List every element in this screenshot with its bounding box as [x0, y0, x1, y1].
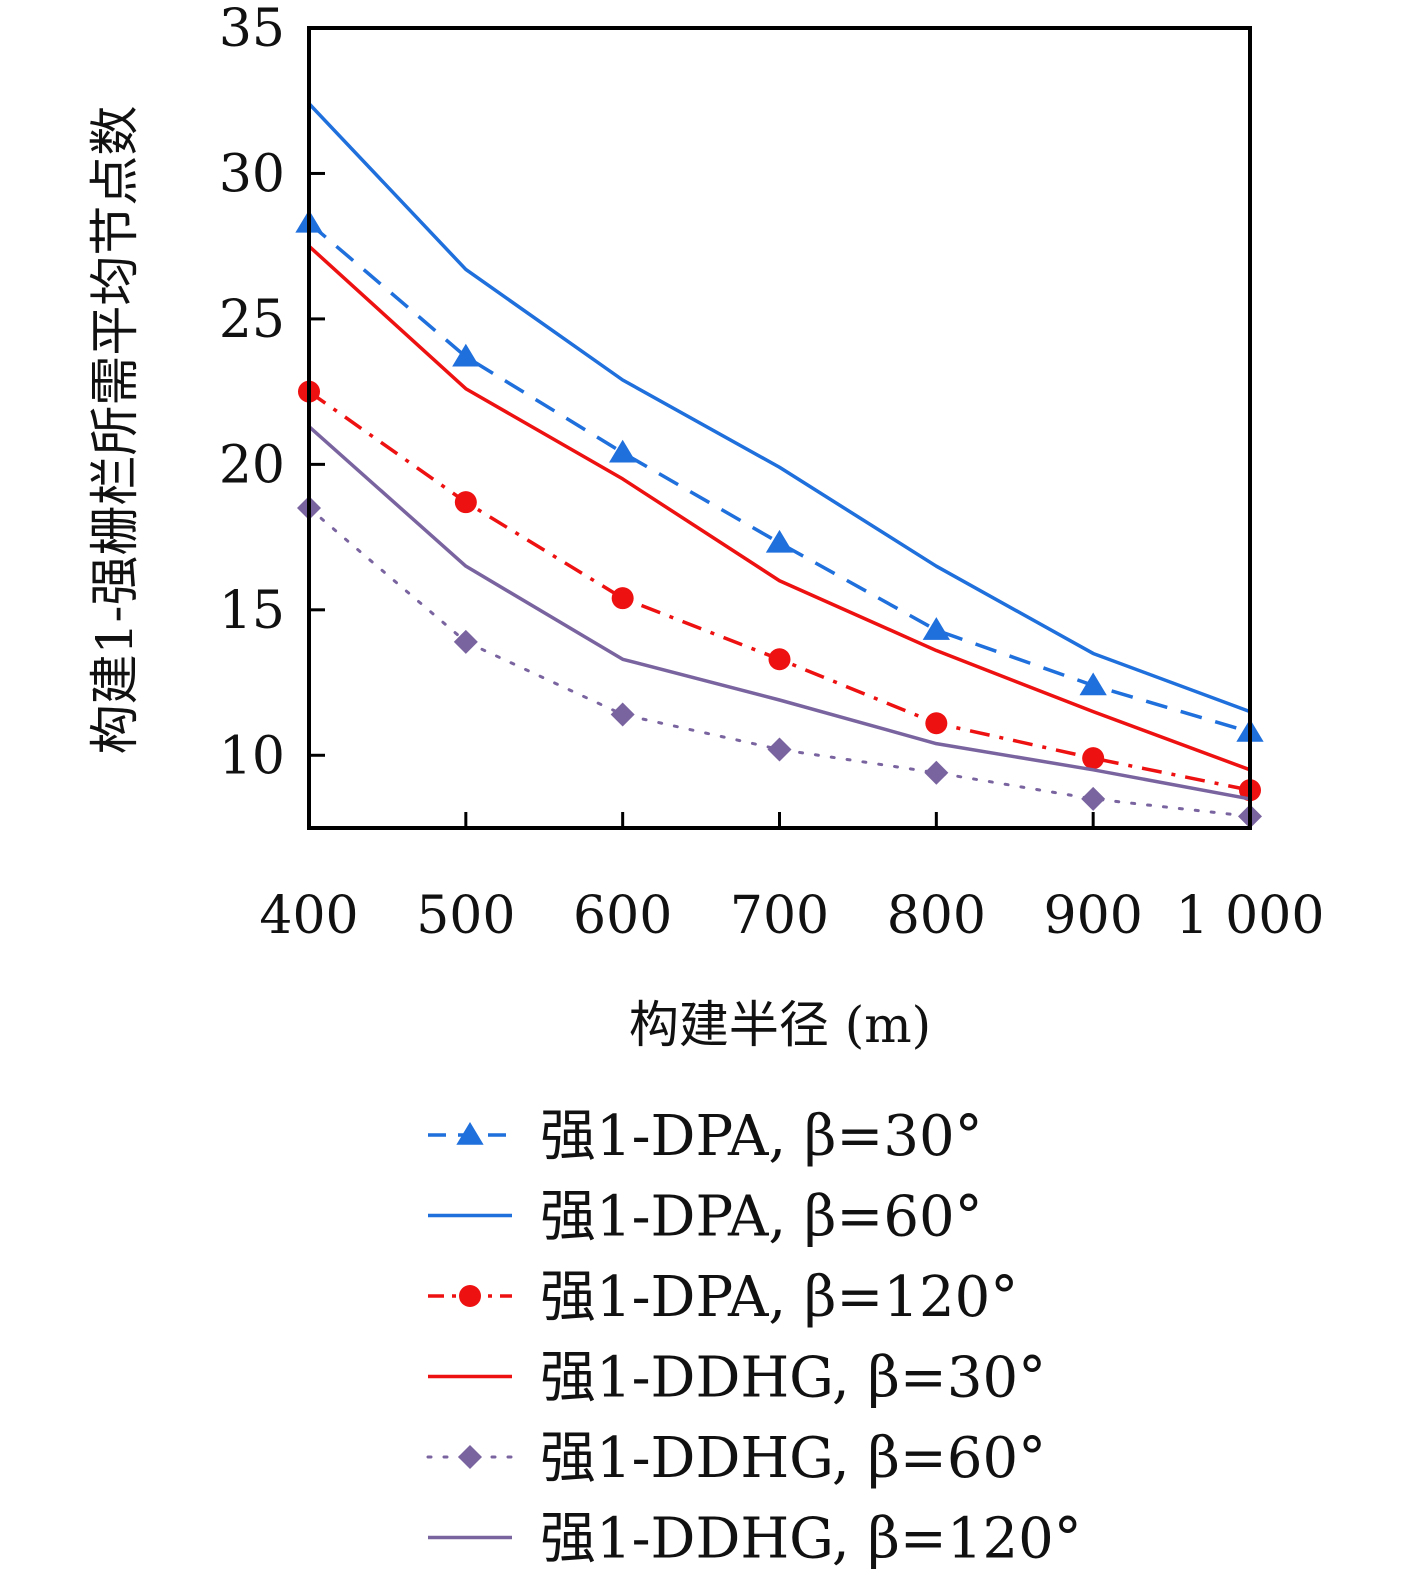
series-line — [307, 102, 1251, 714]
legend-label: 强1-DDHG, β=60° — [540, 1426, 1046, 1491]
data-point — [767, 737, 792, 762]
data-point — [609, 439, 637, 463]
data-point — [768, 648, 791, 671]
legend-marker — [459, 1285, 481, 1307]
y-tick-label: 35 — [219, 0, 285, 59]
y-tick-label: 20 — [219, 435, 285, 495]
series-2 — [307, 102, 1251, 714]
data-point — [1082, 747, 1105, 770]
legend-marker — [458, 1445, 482, 1469]
legend-item: 强1-DPA, β=60° — [428, 1185, 983, 1250]
legend-item: 强1-DPA, β=120° — [428, 1265, 1018, 1330]
series-4 — [307, 244, 1251, 772]
plot-series — [295, 102, 1264, 829]
y-tick-label: 15 — [219, 581, 285, 641]
legend-item: 强1-DDHG, β=60° — [426, 1426, 1046, 1491]
x-tick-label: 500 — [416, 886, 515, 946]
series-3 — [298, 380, 1261, 802]
legend-marker — [456, 1122, 484, 1145]
legend: 强1-DPA, β=30° 强1-DPA, β=60° 强1-DPA, β=120°… — [426, 1104, 1082, 1572]
legend-label: 强1-DDHG, β=120° — [540, 1507, 1082, 1572]
legend-label: 强1-DPA, β=60° — [540, 1185, 983, 1250]
legend-label: 强1-DPA, β=30° — [540, 1104, 983, 1169]
y-tick-label: 25 — [219, 290, 285, 350]
data-point — [452, 343, 480, 367]
data-point — [925, 712, 948, 735]
series-line — [307, 390, 1251, 792]
series-6 — [307, 425, 1251, 801]
x-tick-label: 400 — [259, 886, 358, 946]
data-point — [610, 702, 635, 727]
data-point — [611, 587, 634, 610]
x-tick-label: 800 — [887, 886, 986, 946]
series-5 — [297, 496, 1262, 829]
series-line — [307, 425, 1251, 801]
legend-item: 强1-DPA, β=30° — [428, 1104, 983, 1169]
y-axis-ticks: 10 15 20 25 30 35 — [219, 0, 325, 786]
data-point — [454, 491, 477, 514]
x-axis-ticks: 400 500 600 700 800 900 1 000 — [259, 812, 1324, 946]
plot-frame — [307, 26, 1252, 830]
data-point — [1081, 786, 1106, 811]
data-point — [453, 629, 478, 654]
legend-label: 强1-DPA, β=120° — [540, 1265, 1018, 1330]
y-tick-label: 30 — [219, 144, 285, 204]
y-tick-label: 10 — [219, 726, 285, 786]
data-point — [924, 760, 949, 785]
data-point — [765, 529, 794, 553]
data-point — [922, 617, 950, 640]
x-tick-label: 900 — [1044, 886, 1143, 946]
series-line — [307, 244, 1251, 772]
x-axis-title: 构建半径 (m) — [629, 996, 931, 1054]
legend-item: 强1-DDHG, β=120° — [428, 1507, 1082, 1572]
y-axis-title: 构建1-强栅栏所需平均节点数 — [86, 106, 144, 755]
x-tick-label: 600 — [573, 886, 672, 946]
legend-item: 强1-DDHG, β=30° — [428, 1346, 1046, 1411]
x-tick-label: 700 — [730, 886, 829, 946]
legend-label: 强1-DDHG, β=30° — [540, 1346, 1046, 1411]
x-tick-label: 1 000 — [1176, 886, 1325, 946]
data-point — [1079, 672, 1107, 696]
